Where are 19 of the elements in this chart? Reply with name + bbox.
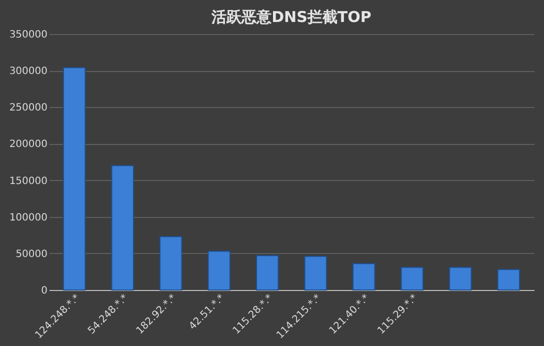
y-tick-label: 200000 <box>9 139 48 150</box>
y-tick-label: 100000 <box>9 212 48 224</box>
y-tick-label: 350000 <box>9 30 48 40</box>
chart-title: 活跃恶意DNS拦截TOP <box>210 8 372 26</box>
bar <box>497 269 520 290</box>
bar <box>111 165 134 290</box>
bar <box>352 263 376 290</box>
y-tick-label: 0 <box>41 286 48 296</box>
bar <box>256 255 279 290</box>
y-tick-label: 50000 <box>16 248 48 260</box>
y-tick-label: 300000 <box>9 66 48 78</box>
bar <box>208 250 230 290</box>
bar <box>159 236 182 290</box>
bar <box>400 266 424 290</box>
bar <box>449 266 472 290</box>
y-tick-label: 150000 <box>9 176 48 187</box>
bar <box>304 256 327 290</box>
y-tick-label: 250000 <box>9 102 48 114</box>
bar <box>62 67 86 290</box>
